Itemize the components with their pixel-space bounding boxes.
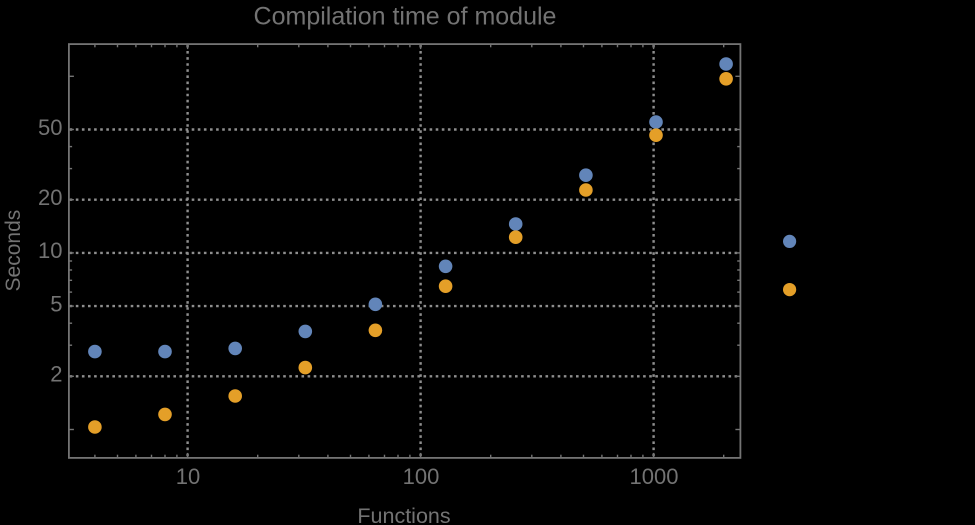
svg-text:100: 100 [403, 464, 440, 489]
svg-text:Functions: Functions [357, 504, 450, 525]
svg-text:10: 10 [176, 464, 200, 489]
svg-text:20: 20 [38, 185, 62, 210]
svg-text:10: 10 [38, 238, 62, 263]
svg-text:5: 5 [50, 291, 62, 316]
svg-text:Compilation time of module: Compilation time of module [254, 3, 557, 31]
svg-text:1000: 1000 [630, 464, 679, 489]
svg-text:Seconds: Seconds [2, 210, 25, 292]
svg-text:50: 50 [38, 115, 62, 140]
svg-text:2: 2 [50, 362, 62, 387]
